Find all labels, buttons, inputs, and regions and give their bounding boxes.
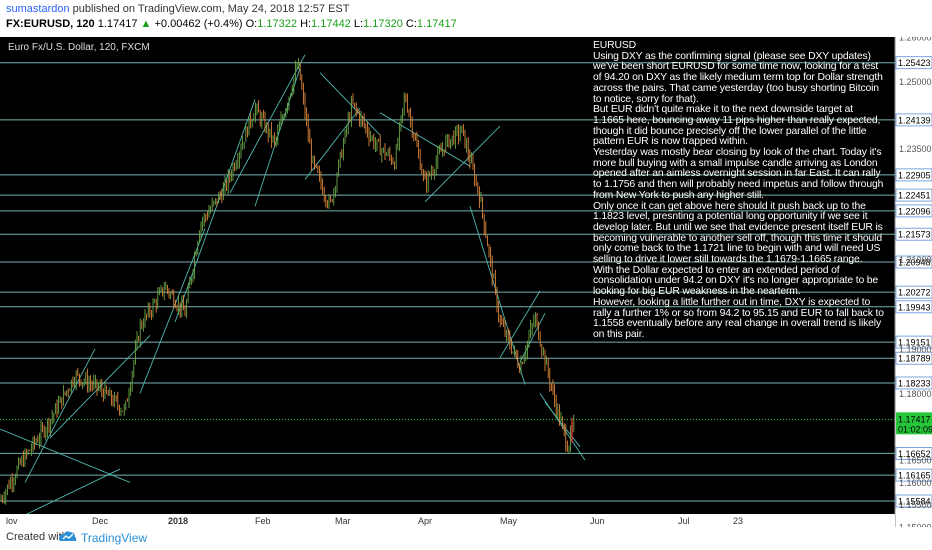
level-label-box	[895, 447, 932, 460]
time-axis-tick: May	[500, 516, 518, 526]
level-label-box	[895, 300, 932, 314]
footer-bar: Created with TradingView	[0, 527, 932, 550]
high-label: H:	[300, 18, 312, 30]
price-axis-tick: 1.16000	[899, 478, 932, 488]
chart-title: Euro Fx/U.S. Dollar, 120, FXCM	[8, 42, 150, 53]
symbol-label: FX:EURUSD, 120	[6, 18, 95, 30]
trend-line	[424, 125, 501, 203]
level-label: 1.19943	[898, 302, 931, 312]
trend-line	[24, 348, 96, 483]
note-paragraph: Using DXY as the confirming signal (plea…	[593, 50, 883, 105]
trend-line	[519, 312, 546, 363]
level-label: 1.19151	[898, 338, 931, 348]
level-label-box	[895, 204, 932, 218]
note-paragraph: But EUR didn't quite make it to the next…	[593, 104, 881, 148]
trend-line	[229, 54, 306, 194]
close-value: 1.17417	[416, 18, 457, 30]
time-axis-panel	[0, 514, 895, 527]
author-link[interactable]: sumastardon	[6, 3, 70, 15]
level-label: 1.22451	[898, 191, 931, 201]
level-label-box	[895, 376, 932, 390]
price-axis-tick: 1.21000	[899, 255, 932, 265]
price-axis-tick: 1.25000	[899, 77, 932, 87]
level-label: 1.20948	[898, 258, 931, 268]
tradingview-brand-link[interactable]: TradingView	[81, 531, 148, 545]
level-label: 1.18789	[898, 354, 931, 364]
price-axis-tick: 1.19000	[899, 344, 932, 354]
note-paragraph: Yesterday was mostly bear closing by loo…	[593, 147, 884, 201]
ohlc-line: FX:EURUSD, 120 1.17417 ▲ +0.00462 (+0.4%…	[6, 18, 457, 30]
low-value: 1.17320	[363, 18, 403, 30]
level-label-box	[895, 168, 932, 182]
up-arrow-icon: ▲	[140, 18, 152, 30]
level-label: 1.16652	[898, 449, 931, 459]
trend-line	[319, 72, 381, 136]
trend-line	[379, 112, 471, 167]
last-price: 1.17417	[97, 18, 138, 30]
time-axis-tick: 2018	[168, 516, 188, 526]
time-axis-tick: Jul	[678, 516, 690, 526]
level-label-box	[895, 351, 932, 365]
note-title: EURUSD	[593, 40, 636, 51]
level-label: 1.22905	[898, 170, 931, 180]
level-label: 1.20272	[898, 288, 931, 298]
created-with-label: Created with	[6, 531, 68, 543]
level-label: 1.24139	[898, 115, 931, 125]
current-price-label: 1.17417	[898, 414, 931, 424]
time-axis-tick: Feb	[255, 516, 271, 526]
chart-area[interactable]: 1.25423 1.24139 1.22905 1.22451 1.22096 1.215…	[0, 37, 932, 527]
level-label-box	[895, 494, 932, 508]
level-label: 1.22096	[898, 206, 931, 216]
time-axis-tick: Apr	[418, 516, 432, 526]
high-value: 1.17442	[311, 18, 351, 30]
change-value: +0.00462 (+0.4%)	[154, 18, 243, 30]
level-label-box	[895, 227, 932, 241]
low-label: L:	[353, 18, 364, 30]
level-label: 1.15584	[898, 496, 931, 506]
trend-line	[0, 428, 131, 483]
publish-info: sumastardon published on TradingView.com…	[6, 3, 349, 15]
time-axis-tick: lov	[6, 516, 18, 526]
open-value: 1.17322	[257, 18, 298, 30]
level-label-box	[895, 335, 932, 349]
price-axis-tick: 1.15000	[899, 523, 932, 528]
time-axis-tick: Dec	[92, 516, 109, 526]
price-axis-tick: 1.15500	[899, 500, 932, 510]
level-label-box	[895, 468, 932, 482]
level-label-box	[895, 285, 932, 299]
level-label-box	[895, 255, 932, 269]
countdown-label: 01:02:09	[898, 424, 932, 434]
level-label-box	[895, 188, 932, 202]
analysis-note: EURUSD Using DXY as the confirming signal…	[593, 40, 885, 341]
time-axis-tick: Jun	[590, 516, 605, 526]
note-paragraph: Only once it can get above here should i…	[593, 200, 883, 266]
price-axis-tick: 1.16500	[899, 456, 932, 466]
level-label: 1.16165	[898, 471, 931, 481]
note-paragraph: However, looking a little further out in…	[593, 296, 884, 340]
level-label: 1.18233	[898, 378, 931, 388]
price-axis-tick: 1.18000	[899, 389, 932, 399]
level-label: 1.25423	[898, 58, 931, 68]
time-axis-tick: 23	[733, 516, 743, 526]
close-label: C:	[405, 18, 417, 30]
price-chart[interactable]: 1.25423 1.24139 1.22905 1.22451 1.22096 1.215…	[0, 37, 932, 527]
level-label-box	[895, 113, 932, 127]
time-axis-tick: Mar	[335, 516, 351, 526]
level-label: 1.21573	[898, 230, 931, 240]
header-bar: sumastardon published on TradingView.com…	[0, 0, 932, 40]
level-label-box	[895, 56, 932, 70]
open-label: O:	[245, 18, 258, 30]
price-axis-tick: 1.26000	[899, 37, 932, 43]
note-paragraph: With the Dollar expected to enter an ext…	[593, 264, 879, 298]
trend-line	[499, 290, 541, 358]
current-price-box	[896, 412, 932, 435]
tradingview-logo-icon	[59, 531, 77, 541]
published-text: published on TradingView.com, May 24, 20…	[72, 3, 350, 15]
price-axis-tick: 1.23500	[899, 144, 932, 154]
